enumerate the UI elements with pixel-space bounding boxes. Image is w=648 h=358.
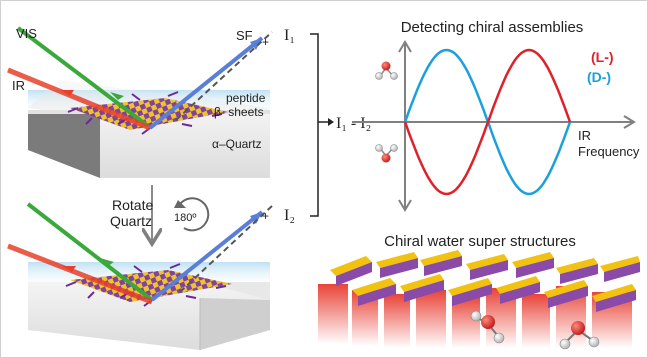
sf-label: SF xyxy=(236,28,253,43)
vis-label: VIS xyxy=(16,26,37,41)
chiral-chart: Detecting chiral assemblies (L-) (D-) IR… xyxy=(352,19,640,212)
chart-title: Detecting chiral assemblies xyxy=(401,19,584,36)
molecule-icon-down xyxy=(375,144,398,163)
svg-text:+: + xyxy=(262,35,269,49)
legend-l: (L-) xyxy=(591,49,614,65)
i2-label: I₂ xyxy=(284,207,295,224)
angle-label: 180º xyxy=(174,212,196,224)
rotate-label: Rotate xyxy=(112,197,153,213)
molecule-icon-up xyxy=(375,61,398,80)
legend-d: (D-) xyxy=(587,69,611,85)
chiral-water-structure xyxy=(318,250,640,350)
beta-sheets-label: β- sheets xyxy=(214,105,264,119)
water-molecule-2 xyxy=(559,321,600,350)
water-molecule-1 xyxy=(470,310,505,344)
bottom-beams: + xyxy=(7,202,273,305)
vis-beam-bottom xyxy=(26,202,154,302)
y-axis-arrow-up xyxy=(398,40,412,53)
quartz-rotate-label: Quartz xyxy=(110,213,152,229)
vis-beam-top xyxy=(16,26,150,128)
sf-beam-bottom xyxy=(150,210,264,302)
svg-text:+: + xyxy=(262,209,269,223)
normal-line-top xyxy=(175,31,273,121)
ir-beam-bottom xyxy=(7,243,153,305)
y-axis-arrow-down xyxy=(398,199,412,212)
peptide-label: peptide xyxy=(226,91,266,105)
quartz-label: α–Quartz xyxy=(212,137,262,151)
difference-label: I₁ - I₂ xyxy=(336,115,371,132)
ir-label: IR xyxy=(12,78,25,93)
i1-label: I₁ xyxy=(284,27,295,44)
sf-beam-top xyxy=(148,36,264,130)
ir-beam-top xyxy=(7,67,151,131)
signal-bracket: I₁ I₂ I₁ - I₂ xyxy=(284,27,371,224)
x-label-line1: IR xyxy=(578,128,591,143)
series-l-curve xyxy=(403,48,572,196)
top-beams: + xyxy=(7,26,273,131)
x-label-line2: Frequency xyxy=(578,144,640,159)
rotation-icon: 180º xyxy=(174,197,210,232)
top-peptide-sheets xyxy=(67,91,228,135)
x-axis-arrow xyxy=(623,115,636,129)
normal-line-bottom xyxy=(179,205,273,293)
top-slab-side xyxy=(28,110,100,178)
bottom-right-title: Chiral water super structures xyxy=(384,233,576,250)
